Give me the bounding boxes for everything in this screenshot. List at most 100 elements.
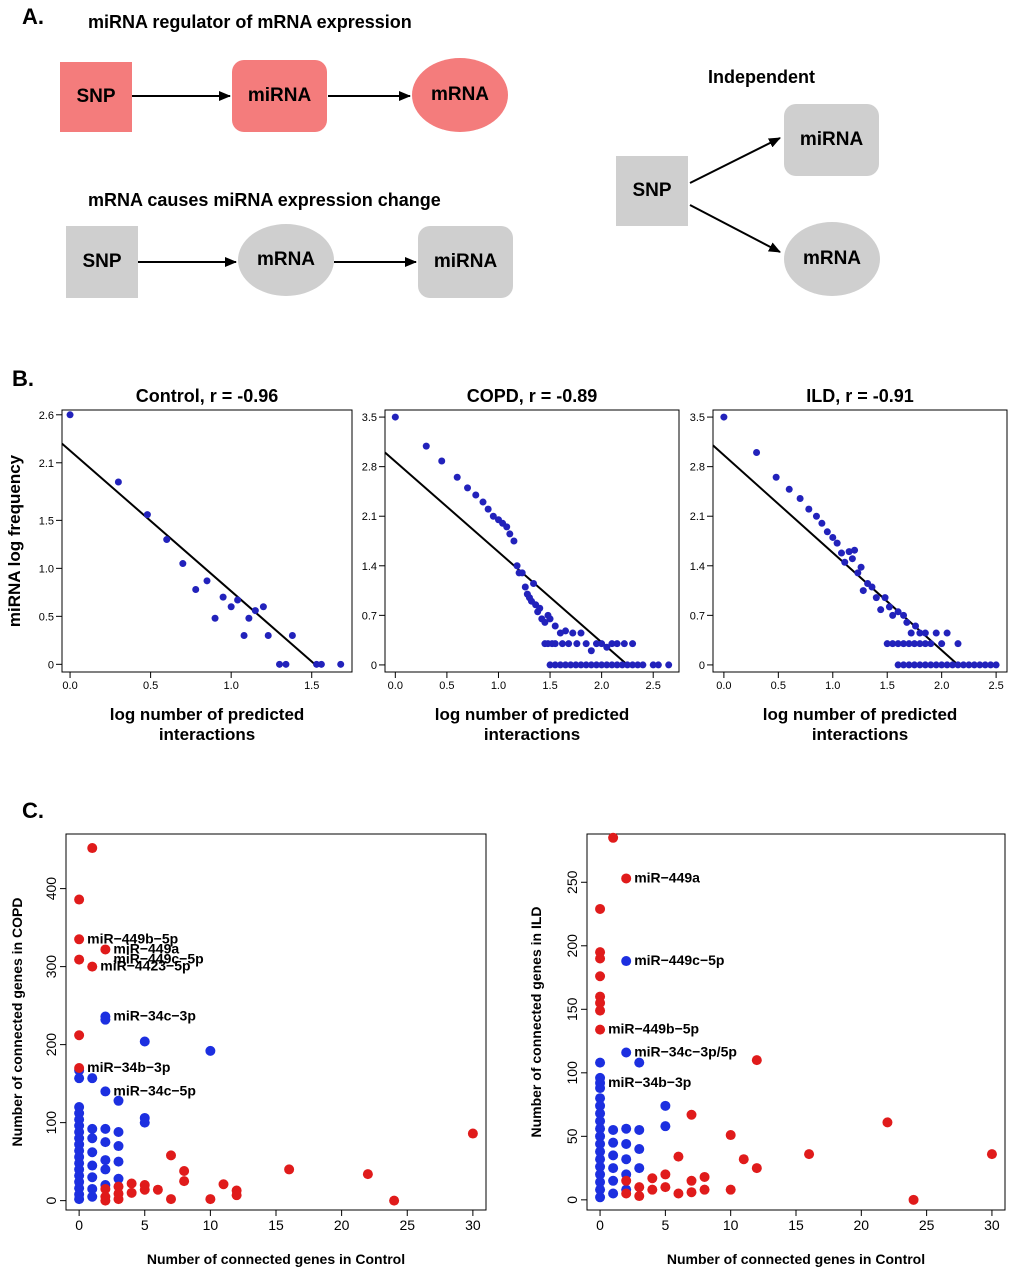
- data-point: [251, 607, 259, 615]
- data-point-blue: [74, 1194, 85, 1205]
- data-point: [227, 603, 235, 611]
- data-point: [551, 640, 559, 648]
- data-point: [905, 661, 913, 669]
- panel-label-a: A.: [22, 4, 44, 29]
- data-point: [572, 661, 580, 669]
- x-tick-label: 2.5: [988, 680, 1003, 692]
- x-tick-label: 20: [334, 1217, 350, 1233]
- data-point-red: [126, 1178, 137, 1189]
- data-point: [603, 643, 611, 651]
- data-point-red: [738, 1154, 749, 1165]
- y-tick-label: 0.5: [39, 611, 54, 623]
- y-tick-label: 0: [48, 659, 54, 671]
- data-point-red: [882, 1117, 893, 1128]
- data-point: [805, 505, 813, 513]
- data-point-blue: [87, 1147, 98, 1158]
- x-axis-label: Number of connected genes in Control: [667, 1251, 925, 1267]
- data-point: [845, 548, 853, 556]
- data-point-red: [634, 1191, 645, 1202]
- data-point-blue: [595, 1123, 606, 1134]
- x-axis-label: interactions: [812, 725, 908, 744]
- data-point: [438, 457, 446, 465]
- y-tick-label: 3.5: [362, 412, 377, 424]
- data-point-red: [87, 961, 98, 972]
- data-point-red: [284, 1164, 295, 1175]
- data-point-blue: [100, 1164, 111, 1175]
- x-tick-label: 2.0: [594, 680, 609, 692]
- data-point-blue: [113, 1173, 124, 1184]
- data-point-red: [205, 1194, 216, 1205]
- node-snp-model2: SNP: [66, 226, 138, 298]
- data-point-red: [686, 1187, 697, 1198]
- data-point-blue: [621, 1154, 632, 1165]
- x-tick-label: 30: [465, 1217, 481, 1233]
- data-point-red: [100, 944, 111, 955]
- data-point: [877, 606, 885, 614]
- point-annotation: miR−34c−3p/5p: [634, 1043, 737, 1059]
- node-mrna-model1: mRNA: [412, 58, 508, 132]
- x-tick-label: 0.0: [716, 680, 731, 692]
- x-axis-label: log number of predicted: [110, 705, 305, 724]
- data-point: [613, 661, 621, 669]
- data-point-red: [634, 1182, 645, 1193]
- data-point-blue: [595, 1083, 606, 1094]
- point-annotation: miR−449b−5p: [87, 930, 178, 946]
- data-point-red: [126, 1187, 137, 1198]
- data-point: [288, 632, 296, 640]
- point-annotation: miR−449a: [113, 940, 179, 956]
- x-tick-label: 30: [984, 1217, 1000, 1233]
- data-point-blue: [87, 1073, 98, 1084]
- data-point: [916, 640, 924, 648]
- y-tick-label: 2.1: [39, 458, 54, 470]
- data-point: [234, 596, 242, 604]
- data-point: [510, 537, 518, 545]
- data-point: [530, 579, 538, 587]
- data-point-blue: [621, 1047, 632, 1058]
- data-point: [910, 661, 918, 669]
- data-point: [479, 498, 487, 506]
- data-point-blue: [660, 1100, 671, 1111]
- data-point: [623, 661, 631, 669]
- data-point: [889, 640, 897, 648]
- y-tick-label: 1.4: [690, 561, 705, 573]
- data-point-red: [686, 1175, 697, 1186]
- data-point: [812, 512, 820, 520]
- data-point-blue: [100, 1123, 111, 1134]
- data-point: [889, 611, 897, 619]
- data-point-blue: [113, 1156, 124, 1167]
- data-point: [872, 594, 880, 602]
- x-tick-label: 15: [268, 1217, 284, 1233]
- data-point: [582, 640, 590, 648]
- x-axis-label: log number of predicted: [435, 705, 630, 724]
- data-point-red: [908, 1194, 919, 1205]
- data-point: [317, 660, 325, 668]
- data-point-red: [647, 1173, 658, 1184]
- node-mirna-model1: miRNA: [232, 60, 327, 132]
- data-point-blue: [608, 1163, 619, 1174]
- y-tick-label: 150: [564, 997, 580, 1021]
- data-point-blue: [634, 1057, 645, 1068]
- x-tick-label: 0.5: [143, 680, 158, 692]
- data-point-red: [673, 1151, 684, 1162]
- x-tick-label: 10: [723, 1217, 739, 1233]
- y-tick-label: 200: [564, 934, 580, 958]
- data-point-blue: [608, 1124, 619, 1135]
- model-title-mirna-regulator: miRNA regulator of mRNA expression: [88, 12, 412, 32]
- arrow-snp-to-mrna-independent: [689, 204, 781, 253]
- data-point-red: [647, 1184, 658, 1195]
- data-point-blue: [74, 1073, 85, 1084]
- data-point-red: [74, 1030, 85, 1041]
- data-point: [472, 491, 480, 499]
- x-axis-label: interactions: [159, 725, 255, 744]
- data-point: [943, 661, 951, 669]
- data-point-blue: [595, 1108, 606, 1119]
- data-point: [894, 640, 902, 648]
- y-axis-label: Number of connected genes in COPD: [9, 898, 25, 1147]
- data-point-blue: [660, 1121, 671, 1132]
- x-tick-label: 0.5: [439, 680, 454, 692]
- data-point: [587, 661, 595, 669]
- data-point-blue: [608, 1137, 619, 1148]
- data-point-red: [467, 1128, 478, 1139]
- data-point-blue: [100, 1137, 111, 1148]
